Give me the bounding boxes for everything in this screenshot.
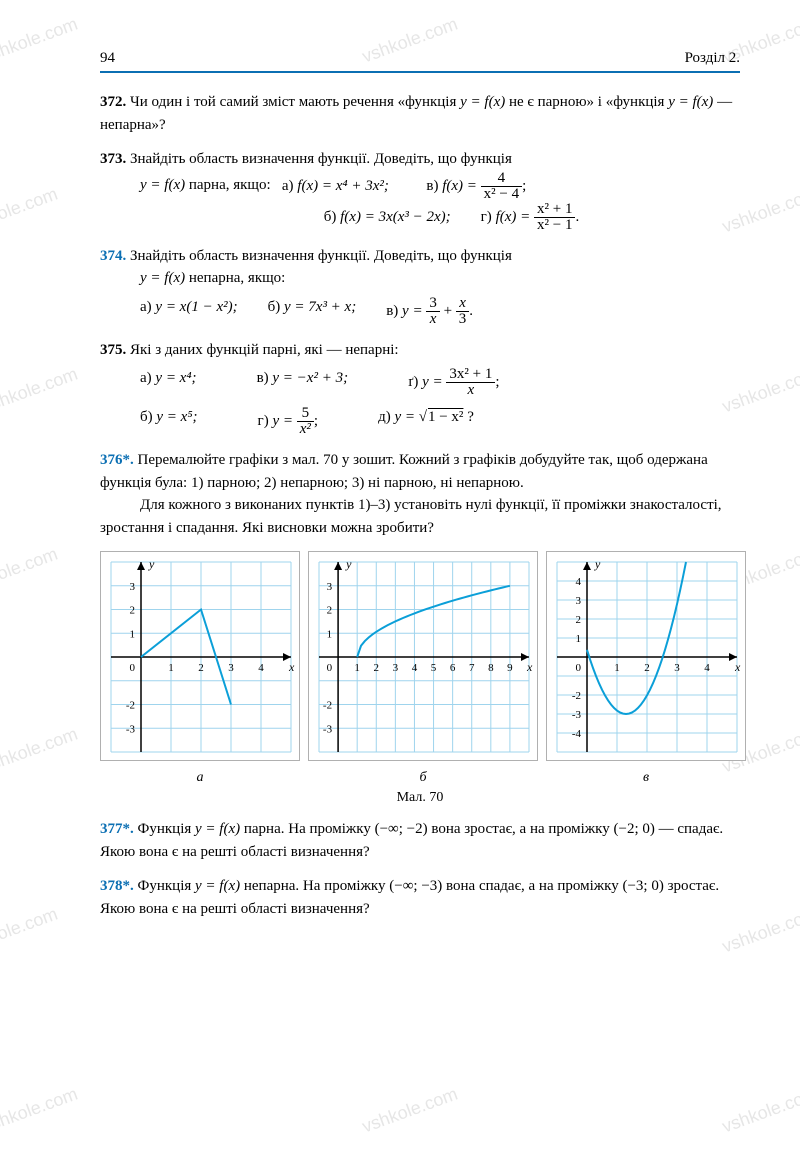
svg-text:2: 2 [130,605,136,617]
problem-number: 377*. [100,821,134,837]
svg-text:0: 0 [327,662,333,674]
equation: y = f(x) [195,821,240,837]
svg-text:1: 1 [354,662,360,674]
problem-372: 372. Чи один і той самий зміст мають реч… [100,91,740,136]
svg-text:-4: -4 [572,728,582,740]
equation: f(x) = x⁴ + 3x²; [297,177,389,193]
equation: y = f(x) [140,270,185,286]
svg-text:2: 2 [576,614,582,626]
equation: y = f(x) [460,94,505,110]
page-header: 94 Розділ 2. [100,50,740,73]
problem-text: Перемалюйте графіки з мал. 70 у зошит. К… [100,452,708,491]
svg-text:1: 1 [576,633,582,645]
equation: f(x) = 3x(x³ − 2x); [340,208,451,224]
figure-caption: Мал. 70 [100,790,740,806]
svg-text:x: x [288,660,295,674]
equation-prefix: f(x) = [496,208,534,224]
problem-373: 373. Знайдіть область визначення функції… [100,148,740,233]
chart-b: 1 2 3 4 5 6 7 8 9 -3 -2 1 2 3 0 y x [308,551,538,761]
equation-prefix: f(x) = [442,177,480,193]
svg-text:3: 3 [228,662,234,674]
svg-text:6: 6 [450,662,456,674]
svg-text:9: 9 [507,662,513,674]
svg-text:4: 4 [576,576,582,588]
problem-number: 373. [100,151,126,167]
equation: y = f(x) [668,94,713,110]
figure-70: 1 2 3 4 -3 -2 1 2 3 0 y x а 1 2 3 4 5 6 7 8 9 -3 -2 1 2 3 0 y x б 1… [100,551,740,786]
svg-text:x: x [526,660,533,674]
problem-374: 374. Знайдіть область визначення функції… [100,245,740,327]
problem-number: 378*. [100,878,134,894]
problem-text: Знайдіть область визначення функції. Дов… [130,151,512,167]
problem-377: 377*. Функція y = f(x) парна. На проміжк… [100,818,740,863]
svg-text:4: 4 [258,662,264,674]
chart-c-label: в [546,770,746,786]
page-content: 94 Розділ 2. 372. Чи один і той самий зм… [0,0,800,972]
svg-text:4: 4 [704,662,710,674]
svg-text:3: 3 [674,662,680,674]
svg-text:3: 3 [393,662,399,674]
svg-text:3: 3 [576,595,582,607]
svg-text:1: 1 [168,662,174,674]
svg-text:-2: -2 [572,690,581,702]
section-label: Розділ 2. [685,50,740,67]
problem-text: не є парною» і «функція [505,94,668,110]
svg-text:3: 3 [130,581,136,593]
svg-text:2: 2 [198,662,204,674]
problem-text: Знайдіть область визначення функції. Дов… [130,248,512,264]
svg-text:y: y [345,557,352,571]
svg-text:x: x [734,660,741,674]
svg-text:8: 8 [488,662,494,674]
chart-c: 1 2 3 4 -4 -3 -2 1 2 3 4 0 y x [546,551,746,761]
svg-text:-2: -2 [323,700,332,712]
svg-text:1: 1 [327,628,333,640]
svg-text:2: 2 [374,662,380,674]
svg-text:-2: -2 [126,700,135,712]
problem-375: 375. Які з даних функцій парні, які — не… [100,339,740,438]
svg-text:-3: -3 [323,723,333,735]
opt-a-label: а) [282,177,297,193]
svg-text:0: 0 [130,662,136,674]
problem-text: Функція [138,821,196,837]
problem-number: 372. [100,94,126,110]
svg-text:y: y [594,557,601,571]
problem-number: 375. [100,342,126,358]
svg-text:4: 4 [412,662,418,674]
svg-text:2: 2 [327,605,333,617]
svg-text:y: y [148,557,155,571]
svg-text:2: 2 [644,662,650,674]
svg-text:1: 1 [130,628,136,640]
problem-378: 378*. Функція y = f(x) непарна. На промі… [100,875,740,920]
problem-text: Чи один і той самий зміст мають речення … [130,94,460,110]
problem-376: 376*. Перемалюйте графіки з мал. 70 у зо… [100,449,740,539]
opt-v-label: в) [426,177,442,193]
problem-text: Функція [138,878,196,894]
equation: y = f(x) [195,878,240,894]
chart-a-label: а [100,770,300,786]
problem-text: непарна, якщо: [185,270,285,286]
chart-a: 1 2 3 4 -3 -2 1 2 3 0 y x [100,551,300,761]
svg-text:7: 7 [469,662,475,674]
problem-number: 374. [100,248,126,264]
equation: y = f(x) [140,177,185,193]
svg-text:-3: -3 [572,709,582,721]
problem-text: Для кожного з виконаних пунктів 1)–3) ус… [100,497,722,536]
page-number: 94 [100,50,115,67]
svg-text:-3: -3 [126,723,136,735]
problem-text: парна, якщо: [185,177,271,193]
problem-number: 376*. [100,452,134,468]
problem-text: Які з даних функцій парні, які — непарні… [130,342,399,358]
svg-text:5: 5 [431,662,437,674]
svg-text:1: 1 [614,662,620,674]
chart-b-label: б [308,770,538,786]
opt-g-label: г) [481,208,496,224]
svg-text:3: 3 [327,581,333,593]
svg-text:0: 0 [576,662,582,674]
opt-b-label: б) [324,208,340,224]
